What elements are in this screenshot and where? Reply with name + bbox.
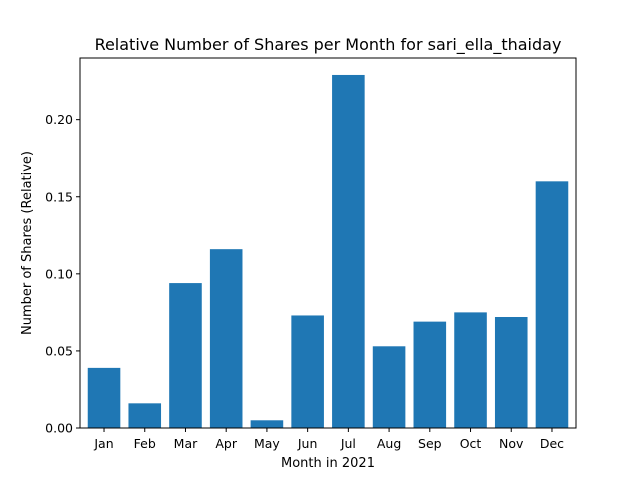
bar-jan xyxy=(87,367,121,429)
x-tick-label: Jan xyxy=(93,436,113,451)
bar-sep xyxy=(413,321,447,429)
bar-jun xyxy=(291,315,324,428)
bar-oct xyxy=(454,312,487,429)
bars-group xyxy=(87,74,569,429)
x-tick-label: Oct xyxy=(460,436,482,451)
bar-dec xyxy=(535,181,569,428)
y-tick-label: 0.05 xyxy=(45,343,73,358)
x-axis-ticks: Jan Feb Mar Apr May Jun Jul Aug Sep Oct Nov Dec xyxy=(93,428,564,451)
x-tick-label: May xyxy=(254,436,280,451)
x-tick-label: Dec xyxy=(540,436,564,451)
x-tick-label: Sep xyxy=(418,436,442,451)
y-axis-label: Number of Shares (Relative) xyxy=(20,151,35,335)
bar-nov xyxy=(494,317,528,428)
x-axis-label: Month in 2021 xyxy=(281,456,375,471)
bar-apr xyxy=(209,249,243,428)
bar-mar xyxy=(169,283,202,428)
x-tick-label: Jun xyxy=(297,436,318,451)
x-tick-label: Apr xyxy=(215,436,237,451)
x-tick-label: Aug xyxy=(377,436,401,451)
bar-aug xyxy=(372,346,406,428)
chart-title: Relative Number of Shares per Month for … xyxy=(95,35,562,55)
bar-may xyxy=(250,420,284,428)
bar-jul xyxy=(332,74,365,429)
x-tick-label: Feb xyxy=(134,436,156,451)
bar-feb xyxy=(128,403,162,428)
x-tick-label: Nov xyxy=(499,436,524,451)
y-tick-label: 0.10 xyxy=(45,266,73,281)
y-tick-label: 0.20 xyxy=(45,112,73,127)
y-tick-label: 0.15 xyxy=(45,189,73,204)
y-axis-ticks: 0.00 0.05 0.10 0.15 0.20 xyxy=(45,112,80,436)
plot-frame xyxy=(79,57,577,429)
x-tick-label: Jul xyxy=(340,436,356,451)
x-tick-label: Mar xyxy=(174,436,198,451)
y-tick-label: 0.00 xyxy=(45,421,73,436)
